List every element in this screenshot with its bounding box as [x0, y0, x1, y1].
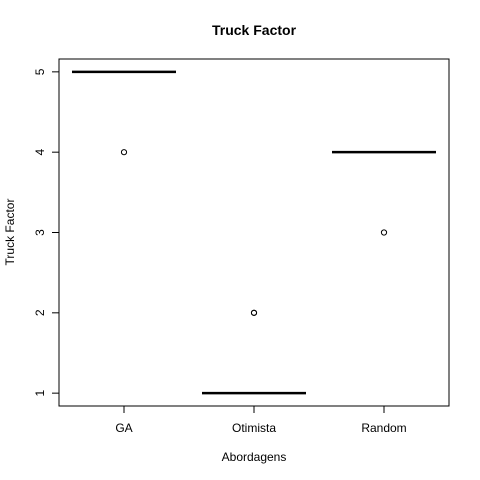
- y-tick-label: 2: [33, 309, 47, 316]
- y-tick-label: 1: [33, 389, 47, 396]
- x-axis-label: Abordagens: [222, 450, 287, 464]
- x-tick-label: GA: [115, 421, 132, 435]
- plot-marks: [72, 70, 436, 395]
- x-axis: GA Otimista Random: [115, 405, 407, 435]
- y-tick-label: 3: [33, 229, 47, 236]
- outlier-point: [250, 309, 258, 316]
- y-axis-label: Truck Factor: [3, 199, 17, 266]
- y-axis: 1 2 3 4 5: [33, 68, 60, 396]
- y-tick-label: 4: [33, 149, 47, 156]
- y-tick-label: 5: [33, 68, 47, 75]
- chart-title: Truck Factor: [212, 22, 297, 38]
- outlier-point: [380, 229, 388, 236]
- outlier-point: [120, 149, 128, 156]
- x-tick-label: Random: [361, 421, 406, 435]
- x-tick-label: Otimista: [232, 421, 276, 435]
- plot-frame: [58, 58, 450, 407]
